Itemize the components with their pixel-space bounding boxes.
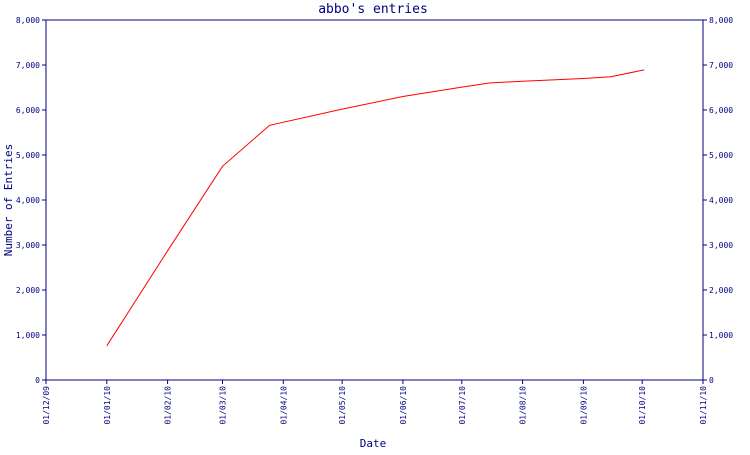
y-tick-label-right: 5,000	[709, 151, 733, 160]
x-tick-label: 01/01/10	[103, 386, 112, 425]
data-point	[222, 165, 224, 167]
data-point	[167, 250, 169, 252]
series-line	[106, 69, 645, 347]
x-tick-label: 01/10/10	[638, 386, 647, 425]
x-tick-label: 01/03/10	[219, 386, 228, 425]
y-tick-label-left: 2,000	[16, 286, 40, 295]
x-tick-label: 01/07/10	[458, 386, 467, 425]
y-tick-label-right: 8,000	[709, 16, 733, 25]
y-tick-label-left: 3,000	[16, 241, 40, 250]
x-tick-label: 01/11/10	[699, 386, 708, 425]
y-tick-label-right: 3,000	[709, 241, 733, 250]
y-axis-label: Number of Entries	[2, 144, 15, 257]
plot-frame	[45, 19, 704, 381]
y-tick-label-left: 8,000	[16, 16, 40, 25]
data-point	[269, 125, 271, 127]
y-tick-label-left: 5,000	[16, 151, 40, 160]
y-tick-label-left: 0	[35, 376, 40, 385]
y-tick-label-left: 1,000	[16, 331, 40, 340]
x-tick-label: 01/08/10	[519, 386, 528, 425]
x-axis-label: Date	[360, 437, 387, 450]
ticks: 0 0 1,000 1,000 2,000 2,000 3,000 3,000 4,000 4,0…	[16, 16, 733, 425]
y-tick-label-right: 1,000	[709, 331, 733, 340]
data-point	[643, 69, 645, 71]
data-point	[583, 78, 585, 80]
y-tick-label-right: 2,000	[709, 286, 733, 295]
y-tick-label-left: 4,000	[16, 196, 40, 205]
x-tick-label: 01/06/10	[399, 386, 408, 425]
y-tick-label-right: 4,000	[709, 196, 733, 205]
data-point	[610, 76, 612, 78]
axes	[45, 19, 704, 381]
series-layer	[106, 69, 645, 347]
data-point	[488, 82, 490, 84]
x-tick-label: 01/09/10	[579, 386, 588, 425]
y-tick-label-left: 6,000	[16, 106, 40, 115]
y-tick-label-right: 0	[709, 376, 714, 385]
chart-title: abbo's entries	[318, 2, 428, 17]
data-point	[461, 86, 463, 88]
data-point	[522, 80, 524, 82]
y-tick-label-left: 7,000	[16, 61, 40, 70]
y-tick-label-right: 7,000	[709, 61, 733, 70]
x-tick-label: 01/04/10	[279, 386, 288, 425]
y-tick-label-right: 6,000	[709, 106, 733, 115]
data-point	[341, 108, 343, 110]
data-point	[106, 345, 108, 347]
x-tick-label: 01/12/09	[42, 386, 51, 425]
data-point	[402, 96, 404, 98]
x-tick-label: 01/05/10	[338, 386, 347, 425]
x-tick-label: 01/02/10	[164, 386, 173, 425]
